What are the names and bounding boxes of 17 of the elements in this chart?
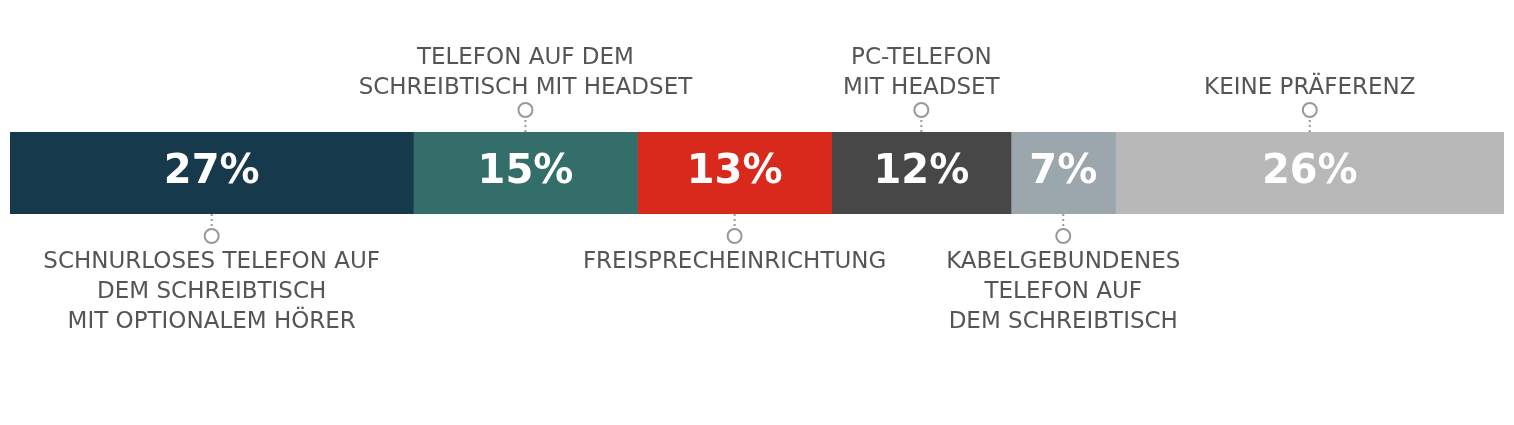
data-label: 27%	[163, 146, 260, 193]
data-label: 13%	[686, 146, 783, 193]
data-label: 7%	[1029, 146, 1098, 193]
text: KABELGEBUNDENES TELEFON AUF DEM SCHREIBTISCH	[946, 247, 1181, 333]
bar	[1115, 132, 1504, 214]
bar	[413, 132, 638, 214]
series-label: FREISPRECHEINRICHTUNG	[582, 247, 887, 273]
series-label: PC-TELEFON MIT HEADSET	[843, 43, 1001, 99]
data-label: 12%	[873, 146, 970, 193]
data-label: 26%	[1261, 146, 1358, 193]
bar	[831, 132, 1012, 214]
data-label: 15%	[477, 146, 574, 193]
text: TELEFON AUF DEM SCHREIBTISCH MIT HEADSET	[358, 43, 694, 99]
bar	[10, 132, 414, 214]
series-label: KEINE PRÄFERENZ	[1204, 72, 1416, 99]
series-label: SCHNURLOSES TELEFON AUF DEM SCHREIBTISCH MIT OPTIONALEM HÖRER	[43, 247, 381, 333]
bar	[637, 132, 833, 214]
